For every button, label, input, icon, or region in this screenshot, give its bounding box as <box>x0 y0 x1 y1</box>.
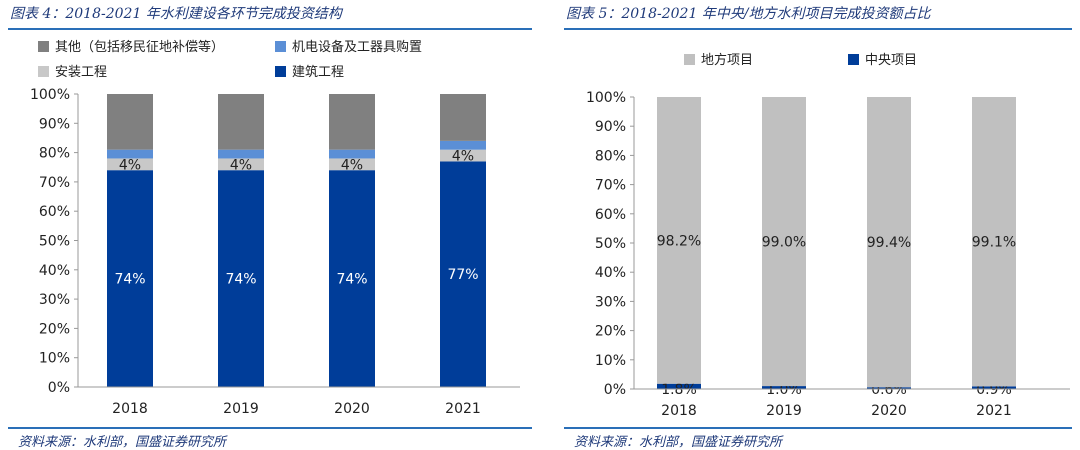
legend-label: 中央项目 <box>865 53 917 68</box>
bar-segment-2021-s2 <box>972 97 1016 387</box>
legend-label: 地方项目 <box>701 52 753 68</box>
stacked-bar-chart-central-local-share: 地方项目 中央项目 0% 10% 20% 30% 40% 50% 60% 70% 80% 90% 100… <box>586 52 1070 419</box>
bar-segment-2021-s1 <box>972 386 1016 389</box>
y-tick-label: 0% <box>48 380 70 396</box>
data-label: 77% <box>447 267 478 283</box>
legend-label: 安装工程 <box>55 65 107 80</box>
bar-segment-2021-s1 <box>440 161 486 387</box>
chart-title: 图表 4：2018-2021 年水利建设各环节完成投资结构 <box>10 6 342 22</box>
y-tick-label: 60% <box>595 207 626 223</box>
legend-label: 其他（包括移民征地补偿等） <box>55 39 224 55</box>
legend-swatch-4 <box>38 41 49 52</box>
bar-segment-2020-s2 <box>329 158 375 171</box>
source-rule <box>8 427 532 429</box>
bar-segment-2018-s2 <box>107 158 153 171</box>
chart-panel-investment-structure: 图表 4：2018-2021 年水利建设各环节完成投资结构 其他（包括移民征地补… <box>0 0 532 450</box>
chart-source: 资料来源：水利部，国盛证券研究所 <box>18 435 227 450</box>
data-label: 99.4% <box>867 235 911 251</box>
y-tick-label: 0% <box>604 382 626 398</box>
title-rule <box>564 28 1072 30</box>
data-label: 74% <box>114 272 145 288</box>
y-tick-label: 70% <box>39 175 70 191</box>
data-label: 4% <box>341 157 363 173</box>
legend-swatch-2 <box>684 54 695 65</box>
x-tick-label: 2019 <box>766 403 802 419</box>
y-tick-label: 100% <box>30 87 70 103</box>
bar-segment-2019-s1 <box>218 170 264 387</box>
y-tick-label: 20% <box>595 324 626 340</box>
y-tick-label: 80% <box>595 148 626 164</box>
y-tick-label: 70% <box>595 178 626 194</box>
bar-segment-2019-s4 <box>218 94 264 150</box>
legend-swatch-2 <box>38 66 49 77</box>
title-rule <box>8 28 532 30</box>
data-label: 4% <box>230 157 252 173</box>
bar-segment-2018-s2 <box>657 97 701 384</box>
bar-segment-2019-s2 <box>762 97 806 387</box>
bar-segment-2021-s4 <box>440 94 486 141</box>
data-label: 99.0% <box>762 235 806 251</box>
chart-source: 资料来源：水利部，国盛证券研究所 <box>574 435 783 450</box>
y-tick-label: 40% <box>595 265 626 281</box>
y-tick-label: 80% <box>39 146 70 162</box>
x-tick-label: 2018 <box>112 401 148 417</box>
chart-title: 图表 5：2018-2021 年中央/地方水利项目完成投资额占比 <box>566 6 931 22</box>
bar-segment-2019-s1 <box>762 386 806 389</box>
chart-panel-central-local-share: 图表 5：2018-2021 年中央/地方水利项目完成投资额占比 地方项目 中央项… <box>556 0 1080 450</box>
y-tick-label: 100% <box>586 90 626 106</box>
bar-segment-2018-s1 <box>657 383 701 389</box>
legend-swatch-1 <box>275 66 286 77</box>
data-label: 74% <box>225 272 256 288</box>
bar-segment-2020-s4 <box>329 94 375 150</box>
y-tick-label: 10% <box>595 353 626 369</box>
bar-segment-2019-s3 <box>218 149 264 159</box>
x-tick-label: 2018 <box>661 403 697 419</box>
legend-label: 机电设备及工器具购置 <box>292 39 422 55</box>
legend-swatch-3 <box>275 41 286 52</box>
y-tick-label: 50% <box>595 236 626 252</box>
y-tick-label: 30% <box>595 294 626 310</box>
bar-segment-2021-s2 <box>440 149 486 162</box>
legend-label: 建筑工程 <box>292 64 344 80</box>
y-tick-label: 60% <box>39 204 70 220</box>
bar-segment-2020-s1 <box>867 387 911 389</box>
y-tick-label: 50% <box>39 234 70 250</box>
data-label: 4% <box>119 157 141 173</box>
legend-swatch-1 <box>848 54 859 65</box>
y-tick-label: 10% <box>39 351 70 367</box>
bar-segment-2018-s3 <box>107 149 153 159</box>
y-tick-label: 90% <box>595 119 626 135</box>
x-tick-label: 2020 <box>871 403 907 419</box>
data-label: 99.1% <box>972 235 1016 251</box>
data-label: 4% <box>452 149 474 165</box>
y-tick-label: 90% <box>39 116 70 132</box>
bar-segment-2018-s4 <box>107 94 153 150</box>
bar-segment-2018-s1 <box>107 170 153 387</box>
data-label: 74% <box>336 272 367 288</box>
bar-segment-2020-s1 <box>329 170 375 387</box>
bar-segment-2019-s2 <box>218 158 264 171</box>
bar-segment-2020-s2 <box>867 97 911 388</box>
data-label: 1.8% <box>661 382 697 398</box>
y-tick-label: 30% <box>39 292 70 308</box>
x-tick-label: 2021 <box>976 403 1012 419</box>
bar-segment-2020-s3 <box>329 149 375 159</box>
bar-segment-2021-s3 <box>440 140 486 150</box>
source-rule <box>564 427 1072 429</box>
x-tick-label: 2021 <box>445 401 481 417</box>
x-tick-label: 2020 <box>334 401 370 417</box>
y-tick-label: 20% <box>39 321 70 337</box>
data-label: 98.2% <box>657 233 701 249</box>
x-tick-label: 2019 <box>223 401 259 417</box>
y-tick-label: 40% <box>39 263 70 279</box>
